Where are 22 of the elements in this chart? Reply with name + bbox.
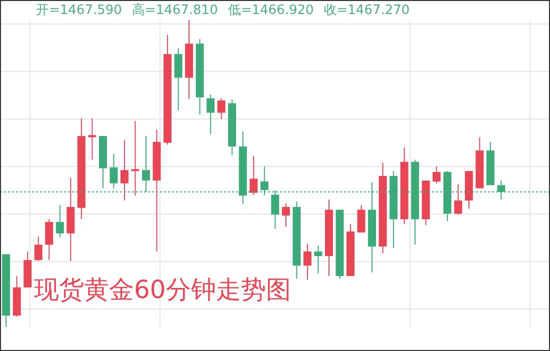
candlestick <box>110 154 118 189</box>
candlestick <box>45 218 54 261</box>
candlestick <box>88 118 96 160</box>
text: 现货黄金60分钟走势图 <box>34 274 291 306</box>
candlestick <box>174 48 182 112</box>
text: 低=1466.920 <box>228 2 314 19</box>
candlestick <box>314 245 322 274</box>
candlestick <box>250 156 258 196</box>
candlestick <box>131 120 140 196</box>
candlestick <box>303 243 312 280</box>
candlestick <box>432 166 441 184</box>
candlestick <box>120 140 128 202</box>
candlestick <box>357 204 366 233</box>
candlestick <box>206 94 215 135</box>
candlestick <box>56 204 64 238</box>
candlestick <box>454 184 462 216</box>
candlestick <box>217 98 226 120</box>
text: 开=1467.590 <box>36 2 122 19</box>
candlestick <box>34 236 42 262</box>
text: 收=1467.270 <box>324 2 410 19</box>
candlestick <box>282 202 290 228</box>
text: 高=1467.810 <box>132 2 218 19</box>
